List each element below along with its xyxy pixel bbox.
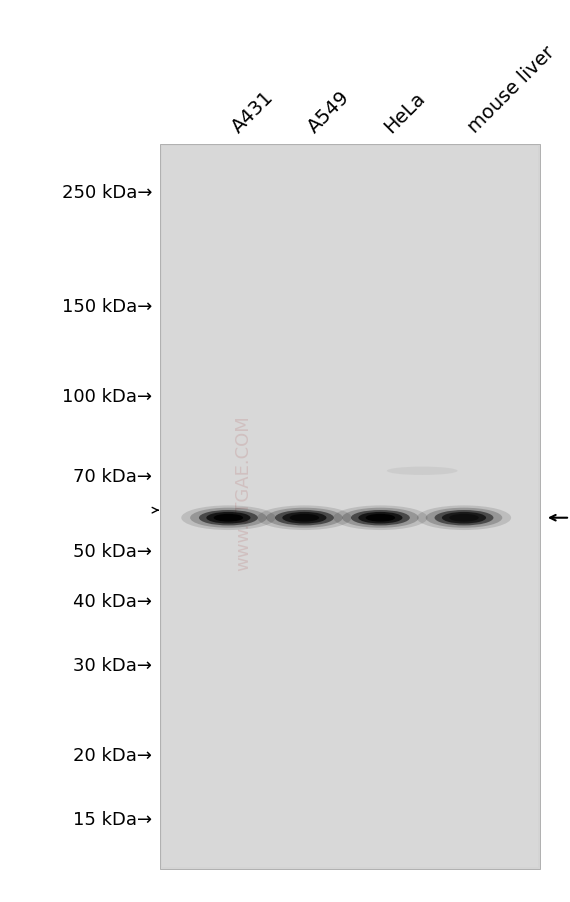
Ellipse shape (342, 508, 419, 529)
Ellipse shape (417, 506, 511, 530)
Text: 30 kDa→: 30 kDa→ (73, 656, 152, 674)
Ellipse shape (434, 511, 494, 526)
Text: 40 kDa→: 40 kDa→ (73, 592, 152, 610)
Bar (160, 145, 540, 869)
Ellipse shape (359, 512, 402, 524)
Text: 100 kDa→: 100 kDa→ (62, 388, 152, 406)
Ellipse shape (199, 511, 258, 526)
Bar (162, 147, 538, 867)
Ellipse shape (181, 506, 275, 530)
Ellipse shape (290, 514, 319, 522)
Ellipse shape (442, 512, 486, 524)
Text: 50 kDa→: 50 kDa→ (73, 542, 152, 560)
Text: 20 kDa→: 20 kDa→ (73, 746, 152, 764)
Ellipse shape (257, 506, 352, 530)
Ellipse shape (366, 514, 395, 522)
Ellipse shape (214, 514, 243, 522)
Ellipse shape (190, 508, 267, 529)
Text: 15 kDa→: 15 kDa→ (73, 810, 152, 828)
Ellipse shape (387, 467, 458, 475)
Text: www.PTGAE.COM: www.PTGAE.COM (235, 415, 253, 570)
Ellipse shape (426, 508, 502, 529)
Text: A431: A431 (229, 87, 278, 137)
Text: 250 kDa→: 250 kDa→ (62, 184, 152, 202)
Ellipse shape (351, 511, 410, 526)
Ellipse shape (275, 511, 334, 526)
Text: A549: A549 (304, 87, 353, 137)
Ellipse shape (266, 508, 343, 529)
Text: 150 kDa→: 150 kDa→ (62, 298, 152, 316)
Text: mouse liver: mouse liver (464, 42, 558, 137)
Text: 70 kDa→: 70 kDa→ (73, 467, 152, 485)
Ellipse shape (282, 512, 327, 524)
Text: HeLa: HeLa (380, 88, 429, 137)
Ellipse shape (333, 506, 428, 530)
Ellipse shape (206, 512, 250, 524)
Ellipse shape (449, 514, 479, 522)
